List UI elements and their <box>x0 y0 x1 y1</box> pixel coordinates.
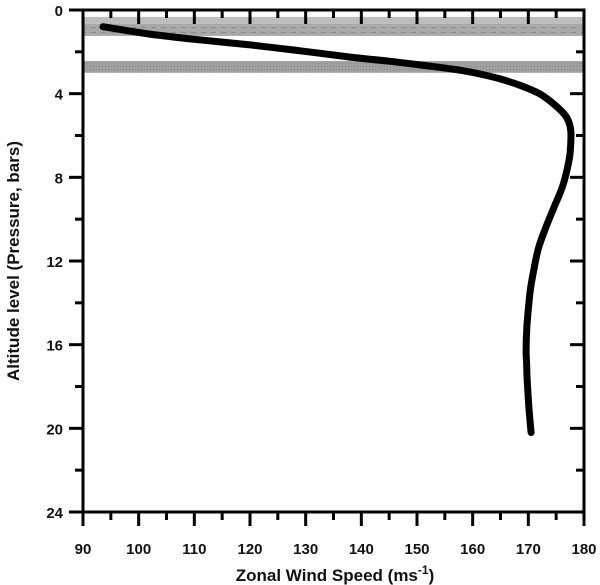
x-tick-label: 180 <box>571 541 596 558</box>
y-tick-label: 16 <box>46 338 63 355</box>
upper-cloud-layer-dashed <box>83 24 584 36</box>
y-tick-label: 20 <box>46 421 63 438</box>
axes <box>69 8 586 526</box>
y-tick-label: 0 <box>55 3 63 20</box>
data-series <box>99 23 575 436</box>
y-tick-label: 8 <box>55 170 63 187</box>
upper-cloud-layer-light <box>83 16 584 25</box>
x-tick-label: 150 <box>404 541 429 558</box>
x-axis-title: Zonal Wind Speed (ms-1) <box>236 563 434 585</box>
y-tick-label: 12 <box>46 254 63 271</box>
y-tick-label: 4 <box>55 87 64 104</box>
y-axis-title-text: Altitude level (Pressure, bars) <box>4 141 23 381</box>
x-tick-label: 110 <box>182 541 206 558</box>
x-tick-label: 90 <box>75 541 92 558</box>
x-axis-title-sup: -1 <box>418 563 429 577</box>
x-axis-title-main: Zonal Wind Speed (ms <box>236 566 418 585</box>
lower-cloud-layer <box>83 61 584 73</box>
plot-frame <box>81 8 586 514</box>
x-tick-label: 140 <box>349 541 374 558</box>
x-tick-label: 100 <box>126 541 151 558</box>
shaded-bands <box>83 16 584 73</box>
y-axis-title: Altitude level (Pressure, bars) <box>4 141 23 381</box>
y-tick-label: 24 <box>46 505 63 522</box>
x-tick-label: 120 <box>237 541 262 558</box>
x-tick-label: 170 <box>516 541 541 558</box>
x-axis-title-close: ) <box>429 566 435 585</box>
x-tick-label: 160 <box>460 541 485 558</box>
x-tick-label: 130 <box>293 541 318 558</box>
svg-text:Zonal Wind Speed (ms-1): Zonal Wind Speed (ms-1) <box>236 563 434 585</box>
wind-profile-line <box>99 23 575 436</box>
tick-labels: 90 100 110 120 130 140 150 160 170 180 0 4 8 12 16 20 24 <box>46 3 596 558</box>
